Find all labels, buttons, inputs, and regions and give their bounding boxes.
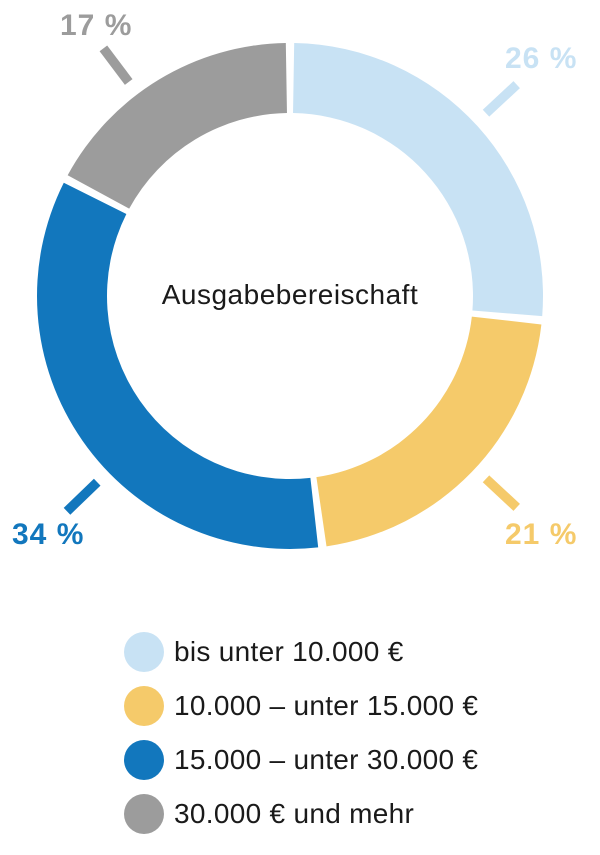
percent-label-10000-unter-15000: 21 %: [505, 518, 578, 551]
legend-item: 15.000 – unter 30.000 €: [124, 740, 478, 780]
legend-swatch-gray: [124, 794, 164, 834]
legend-swatch-yellow: [124, 686, 164, 726]
callout-tick-0: [482, 81, 520, 117]
legend-label: 30.000 € und mehr: [174, 798, 415, 829]
legend-item: 10.000 – unter 15.000 €: [124, 686, 478, 726]
percent-label-bis-unter-10000: 26 %: [505, 42, 578, 75]
callout-tick-3: [99, 45, 133, 85]
legend-label: 15.000 – unter 30.000 €: [174, 744, 479, 775]
percent-label-15000-unter-30000: 34 %: [12, 518, 85, 551]
legend-swatch-light-blue: [124, 632, 164, 672]
chart-legend: bis unter 10.000 € 10.000 – unter 15.000…: [124, 632, 478, 848]
legend-item: 30.000 € und mehr: [124, 794, 478, 834]
legend-item: bis unter 10.000 €: [124, 632, 478, 672]
donut-segment-1: [316, 316, 542, 547]
donut-segment-0: [293, 43, 544, 317]
callout-tick-1: [482, 475, 520, 511]
donut-segment-3: [67, 43, 287, 209]
legend-label: 10.000 – unter 15.000 €: [174, 690, 479, 721]
legend-label: bis unter 10.000 €: [174, 636, 404, 667]
legend-swatch-blue: [124, 740, 164, 780]
callout-tick-2: [63, 478, 101, 515]
donut-chart: [36, 43, 544, 549]
chart-center-label: Ausgabebereischaft: [161, 279, 419, 310]
donut-segment-2: [36, 182, 319, 549]
percent-label-30000-und-mehr: 17 %: [60, 9, 133, 42]
